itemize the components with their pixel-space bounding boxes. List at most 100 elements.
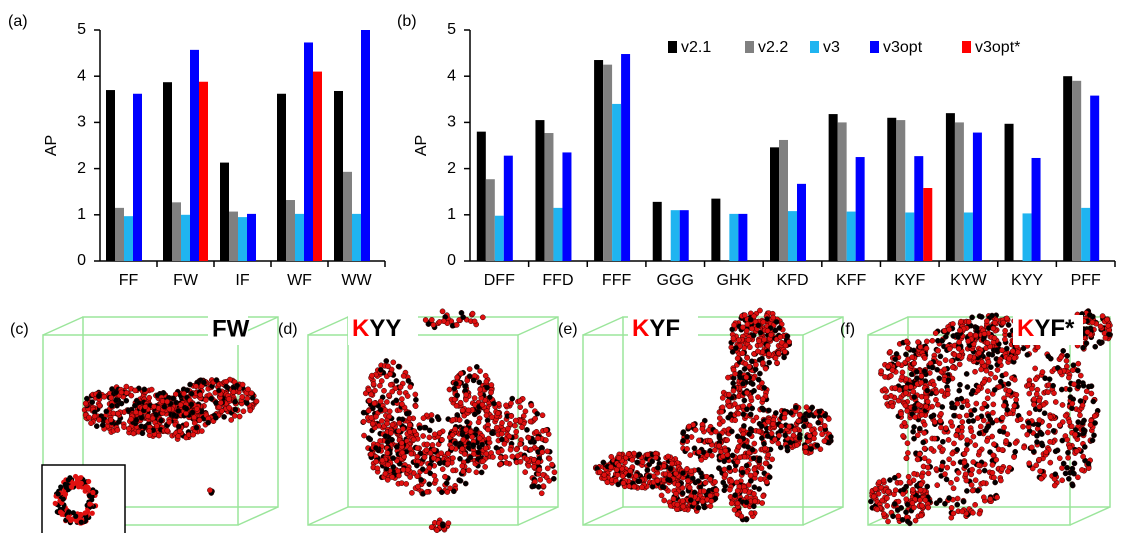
title-highlight: K — [352, 315, 370, 342]
box-edge — [518, 317, 558, 335]
particle — [709, 453, 714, 458]
particle — [885, 489, 890, 494]
particle — [535, 411, 540, 416]
y-tick-label: 2 — [77, 160, 86, 177]
bar — [553, 208, 562, 261]
particle — [668, 466, 673, 471]
bar — [680, 210, 689, 261]
particle — [763, 366, 768, 371]
bar — [1081, 208, 1090, 261]
particle — [935, 483, 940, 488]
particle — [515, 453, 520, 458]
particle — [1021, 346, 1026, 351]
bar — [905, 212, 914, 261]
particle — [969, 472, 974, 477]
particle — [685, 478, 690, 483]
particle — [729, 501, 734, 506]
particle — [1004, 346, 1009, 351]
particle — [910, 429, 915, 434]
particle — [1081, 454, 1086, 459]
particle — [514, 447, 519, 452]
particle — [601, 460, 606, 465]
particle — [61, 497, 66, 502]
particle — [470, 311, 475, 316]
particle — [881, 478, 886, 483]
particle — [882, 387, 887, 392]
particle — [1029, 386, 1034, 391]
particle — [948, 419, 953, 424]
particle — [90, 490, 95, 495]
particle — [421, 433, 426, 438]
particle — [756, 486, 761, 491]
particle — [919, 513, 924, 518]
particle — [512, 423, 517, 428]
particle — [391, 360, 396, 365]
particle — [213, 400, 218, 405]
particle — [445, 489, 450, 494]
particle — [719, 409, 724, 414]
particle — [946, 377, 951, 382]
particle — [750, 447, 755, 452]
particle — [1045, 430, 1050, 435]
particle — [945, 392, 950, 397]
particle — [224, 384, 229, 389]
particle — [1065, 465, 1070, 470]
particle — [966, 319, 971, 324]
particle — [1027, 461, 1032, 466]
x-tick-label: GGG — [657, 272, 694, 289]
particle — [942, 367, 947, 372]
particle — [79, 481, 84, 486]
particle — [730, 453, 735, 458]
particle — [913, 518, 918, 523]
particle — [523, 409, 528, 414]
particle — [966, 339, 971, 344]
particle — [471, 443, 476, 448]
particle — [233, 407, 238, 412]
particle — [1011, 454, 1016, 459]
particle — [491, 401, 496, 406]
particle — [746, 337, 751, 342]
x-tick-label: FFD — [542, 272, 573, 289]
particle — [597, 470, 602, 475]
particle — [910, 355, 915, 360]
particle — [419, 477, 424, 482]
particle — [552, 470, 557, 475]
particle — [1040, 369, 1045, 374]
particle — [725, 437, 730, 442]
particle — [87, 502, 92, 507]
particle — [440, 523, 445, 528]
particle — [661, 463, 666, 468]
particle — [765, 433, 770, 438]
particle — [750, 381, 755, 386]
particle — [628, 468, 633, 473]
image-title: KYF* — [1017, 315, 1075, 342]
particle — [982, 331, 987, 336]
particle — [442, 474, 447, 479]
particle — [947, 327, 952, 332]
particle — [477, 368, 482, 373]
particle — [712, 447, 717, 452]
particle — [446, 521, 451, 526]
particle — [748, 395, 753, 400]
particle — [538, 477, 543, 482]
particle — [991, 475, 996, 480]
particle — [1065, 450, 1070, 455]
particle — [717, 421, 722, 426]
particle — [934, 390, 939, 395]
legend-swatch — [962, 41, 971, 53]
particle — [142, 387, 147, 392]
particle — [960, 509, 965, 514]
particle — [616, 482, 621, 487]
particle — [505, 426, 510, 431]
particle — [461, 437, 466, 442]
particle — [744, 328, 749, 333]
particle — [948, 480, 953, 485]
particle — [955, 502, 960, 507]
particle — [744, 517, 749, 522]
particle — [929, 414, 934, 419]
particle — [885, 519, 890, 524]
bar — [544, 133, 553, 261]
particle — [1067, 387, 1072, 392]
legend-label: v3 — [823, 39, 840, 56]
particle — [908, 384, 913, 389]
